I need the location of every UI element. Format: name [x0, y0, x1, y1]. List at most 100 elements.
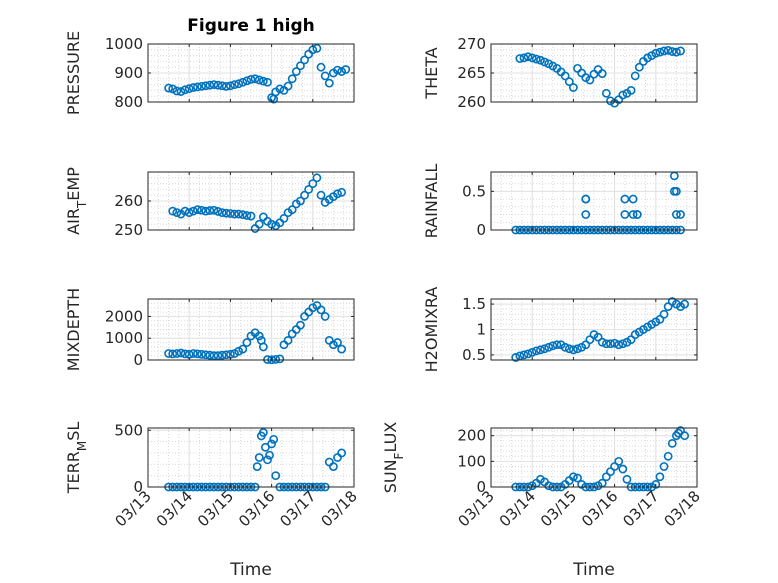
y-axis-label: TERRMSL	[64, 422, 89, 495]
data-point	[242, 76, 252, 86]
data-point	[205, 206, 215, 215]
data-point	[564, 344, 574, 354]
data-point	[569, 472, 578, 482]
data-point	[263, 77, 272, 87]
data-point	[258, 342, 268, 352]
y-tick-label: 260	[114, 192, 143, 210]
data-point	[620, 194, 630, 204]
y-axis-label: SUNFLUX	[381, 422, 406, 494]
data-point	[312, 173, 322, 183]
data-point	[569, 83, 578, 92]
y-tick-label: 260	[457, 93, 486, 111]
data-point	[287, 205, 297, 215]
data-point	[601, 339, 611, 349]
data-point	[548, 341, 558, 351]
data-point	[610, 338, 619, 348]
data-point	[234, 79, 244, 89]
data-point	[221, 350, 231, 360]
data-point	[569, 345, 578, 355]
axes-box	[147, 427, 355, 488]
data-point	[230, 80, 239, 89]
data-point	[560, 71, 570, 81]
data-point	[283, 81, 293, 91]
x-axis-label-left: Time	[229, 560, 272, 580]
data-point	[606, 339, 615, 349]
data-point	[614, 340, 624, 350]
data-point	[316, 62, 326, 72]
data-point	[265, 450, 274, 460]
data-point	[258, 76, 268, 86]
data-point	[300, 190, 309, 200]
data-point	[527, 53, 537, 63]
data-point	[304, 184, 314, 194]
data-point	[552, 340, 562, 350]
data-point	[269, 434, 279, 444]
data-point	[536, 345, 545, 355]
data-point	[287, 74, 297, 84]
data-point	[622, 474, 632, 484]
data-point	[618, 339, 628, 349]
data-point	[168, 349, 178, 359]
data-point	[291, 67, 301, 76]
data-point	[205, 80, 215, 90]
y-tick-label: 1000	[105, 329, 143, 347]
data-point	[333, 338, 342, 347]
data-point	[254, 331, 264, 341]
data-point	[676, 46, 685, 56]
y-tick-label: 0	[133, 351, 143, 369]
data-point	[296, 196, 305, 206]
data-point	[254, 75, 264, 85]
data-point	[296, 320, 305, 330]
data-point	[283, 335, 293, 345]
x-tick-label: 03/16	[578, 487, 621, 530]
subplot-terr-msl: 050003/1303/1403/1503/1603/1703/18TERRMS…	[64, 421, 361, 530]
data-point	[238, 77, 248, 87]
data-point	[184, 208, 194, 217]
data-point	[663, 451, 673, 461]
data-point	[511, 353, 521, 362]
data-point	[180, 349, 190, 359]
plot-area	[491, 428, 697, 487]
data-point	[655, 472, 665, 482]
data-point	[337, 67, 347, 76]
data-point	[651, 480, 661, 489]
data-point	[544, 481, 554, 491]
subplot-mixdepth: 0 1000 2000 MIXDEPTH	[64, 288, 355, 371]
data-point	[573, 344, 582, 354]
x-tick-label: 03/15	[537, 487, 580, 530]
data-point	[242, 211, 252, 220]
data-point	[217, 81, 227, 91]
axes-box	[490, 171, 698, 231]
data-point	[213, 207, 223, 216]
data-point	[659, 462, 669, 471]
data-point	[209, 205, 219, 215]
data-point	[258, 428, 268, 437]
y-tick-label: 0	[476, 221, 486, 239]
data-point	[197, 205, 206, 215]
data-point	[618, 464, 628, 474]
data-point	[655, 47, 665, 57]
data-point	[672, 47, 681, 57]
y-tick-label: 0	[133, 478, 143, 496]
data-point	[628, 194, 638, 204]
y-tick-label: 200	[457, 427, 486, 445]
data-point	[242, 338, 252, 347]
data-point	[205, 350, 215, 360]
data-point	[601, 88, 611, 98]
y-axis-label: MIXDEPTH	[64, 288, 83, 371]
data-point	[221, 208, 231, 218]
data-point	[667, 47, 677, 56]
data-point	[217, 208, 227, 217]
data-point	[630, 71, 640, 81]
data-point	[275, 84, 285, 94]
data-point	[252, 462, 262, 471]
data-point	[201, 81, 211, 91]
data-point	[316, 305, 326, 315]
x-tick-label: 03/18	[318, 487, 361, 530]
data-point	[620, 210, 630, 219]
data-point	[201, 206, 211, 216]
data-point	[659, 309, 669, 319]
data-point	[225, 209, 235, 218]
y-tick-label: 1000	[105, 35, 143, 53]
